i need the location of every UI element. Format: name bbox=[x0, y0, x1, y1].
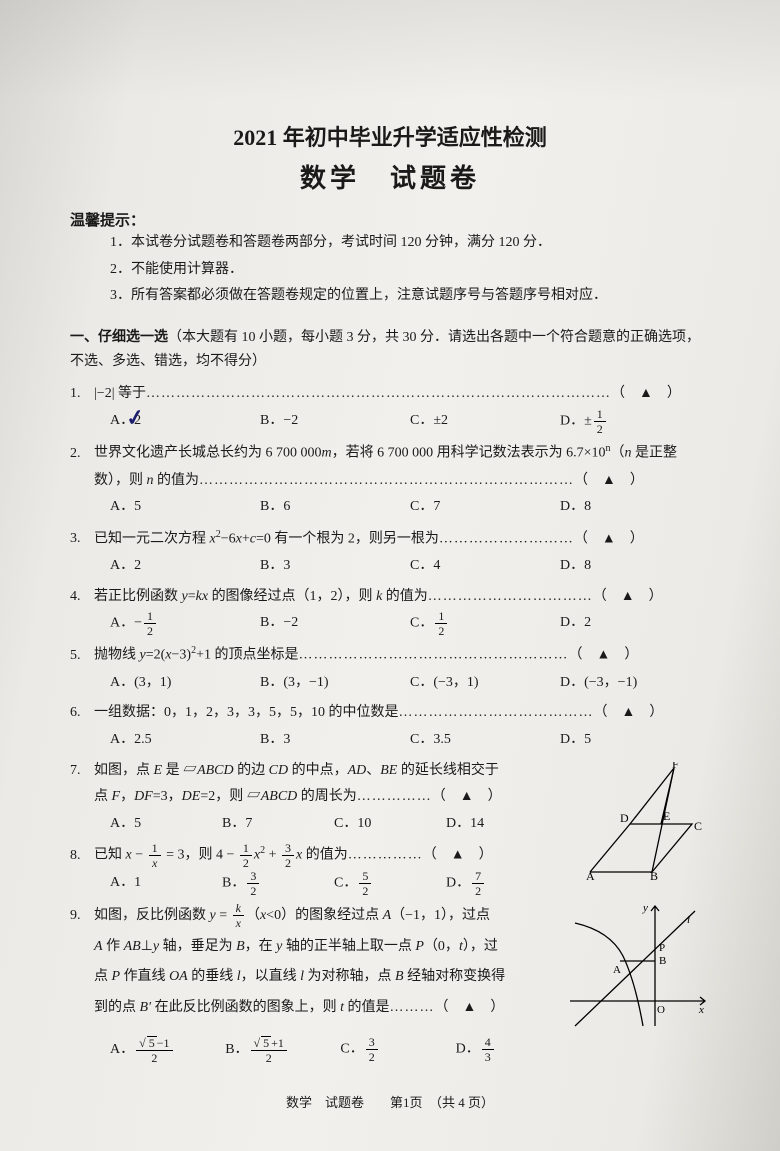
option-a: A．2 bbox=[110, 553, 260, 580]
q-number: 9. bbox=[70, 903, 94, 930]
exam-page: 2021 年初中毕业升学适应性检测 数学 试题卷 温馨提示： 1．本试卷分试题卷… bbox=[0, 0, 780, 1151]
option-d: D．8 bbox=[560, 553, 710, 580]
option-c: C．10 bbox=[334, 811, 446, 838]
question-9: 9. 如图，反比例函数 y = kx（x<0）的图象经过点 A（−1，1），过点… bbox=[70, 901, 710, 1064]
q-stem: 如图，点 E 是 ▱ABCD 的边 CD 的中点，AD、BE 的延长线相交于点 … bbox=[94, 758, 570, 811]
hint-item: 2．不能使用计算器． bbox=[110, 257, 710, 284]
option-d: D．14 bbox=[446, 811, 558, 838]
option-a: A．−12 bbox=[110, 610, 260, 637]
option-b: B．3 bbox=[260, 553, 410, 580]
option-b: B．−2 bbox=[260, 610, 410, 637]
question-8: 8. 已知 x − 1x = 3，则 4 − 12x2 + 32x 的值为………… bbox=[70, 841, 710, 897]
q-number: 3. bbox=[70, 526, 94, 553]
option-c: C．±2 bbox=[410, 408, 560, 435]
options-row: A．(3，1) B．(3，−1) C．(−3，1) D．(−3，−1) bbox=[70, 670, 710, 697]
answer-blank: （ ▲ ） bbox=[423, 848, 493, 863]
q-stem: 一组数据：0，1，2，3，3，5，5，10 的中位数是…………………………………… bbox=[94, 700, 710, 727]
option-b: B．3 bbox=[260, 727, 410, 754]
section-1-title: 一、仔细选一选（本大题有 10 小题，每小题 3 分，共 30 分．请选出各题中… bbox=[70, 326, 710, 374]
footer-page: 第1页 bbox=[390, 1095, 423, 1110]
option-d: D．43 bbox=[456, 1036, 571, 1064]
option-c: C．7 bbox=[410, 494, 560, 521]
q-stem: 已知一元二次方程 x2−6x+c=0 有一个根为 2，则另一根为……………………… bbox=[94, 525, 710, 553]
answer-blank: （ ▲ ） bbox=[432, 789, 502, 804]
q-number: 1. bbox=[70, 381, 94, 408]
option-b: B．√5+12 bbox=[225, 1036, 340, 1064]
q-stem: |−2| 等于…………………………………………………………………………………（ … bbox=[94, 381, 710, 408]
q-number: 4. bbox=[70, 584, 94, 611]
question-1: 1. |−2| 等于………………………………………………………………………………… bbox=[70, 381, 710, 435]
answer-blank: （ ▲ ） bbox=[435, 1000, 505, 1015]
option-b: B．7 bbox=[222, 811, 334, 838]
question-5: 5. 抛物线 y=2(x−3)2+1 的顶点坐标是………………………………………… bbox=[70, 641, 710, 696]
q-stem: 如图，反比例函数 y = kx（x<0）的图象经过点 A（−1，1），过点A 作… bbox=[94, 901, 555, 1024]
q-number: 6. bbox=[70, 700, 94, 727]
footer-subject: 数学 试题卷 bbox=[286, 1095, 364, 1110]
option-b: B．6 bbox=[260, 494, 410, 521]
question-2: 2. 世界文化遗产长城总长约为 6 700 000m，若将 6 700 000 … bbox=[70, 439, 710, 520]
q-stem: 世界文化遗产长城总长约为 6 700 000m，若将 6 700 000 用科学… bbox=[94, 439, 710, 494]
option-c: C．12 bbox=[410, 610, 560, 637]
answer-blank: （ ▲ ） bbox=[611, 386, 681, 401]
question-4: 4. 若正比例函数 y=kx 的图像经过点（1，2），则 k 的值为………………… bbox=[70, 584, 710, 638]
option-d: D．72 bbox=[446, 870, 558, 897]
option-c: C．(−3，1) bbox=[410, 670, 560, 697]
option-c: C．4 bbox=[410, 553, 560, 580]
question-7: 7. 如图，点 E 是 ▱ABCD 的边 CD 的中点，AD、BE 的延长线相交… bbox=[70, 758, 710, 838]
footer-total: （共 4 页） bbox=[436, 1095, 495, 1110]
option-d: D．±12 bbox=[560, 408, 710, 435]
exam-title-line1: 2021 年初中毕业升学适应性检测 bbox=[70, 120, 710, 152]
option-b: B．−2 bbox=[260, 408, 410, 435]
page-footer: 数学 试题卷 第1页 （共 4 页） bbox=[70, 1092, 710, 1111]
option-d: D．2 bbox=[560, 610, 710, 637]
answer-blank: （ ▲ ） bbox=[574, 473, 644, 488]
q-number: 5. bbox=[70, 643, 94, 670]
option-a: A．√5−12 bbox=[110, 1036, 225, 1064]
options-row: A．2.5 B．3 C．3.5 D．5 bbox=[70, 727, 710, 754]
hints-block: 1．本试卷分试题卷和答题卷两部分，考试时间 120 分钟，满分 120 分． 2… bbox=[70, 230, 710, 310]
option-c: C．3.5 bbox=[410, 727, 560, 754]
option-a: A．5 bbox=[110, 811, 222, 838]
answer-blank: （ ▲ ） bbox=[594, 705, 664, 720]
options-row: A．2 B．−2 C．±2 D．±12 bbox=[70, 408, 710, 435]
option-a: A．(3，1) bbox=[110, 670, 260, 697]
answer-blank: （ ▲ ） bbox=[568, 648, 638, 663]
options-row: A．2 B．3 C．4 D．8 bbox=[70, 553, 710, 580]
hint-label: 温馨提示： bbox=[70, 209, 710, 230]
hint-item: 1．本试卷分试题卷和答题卷两部分，考试时间 120 分钟，满分 120 分． bbox=[110, 230, 710, 257]
q-number: 8. bbox=[70, 843, 94, 870]
options-row: A．5 B．6 C．7 D．8 bbox=[70, 494, 710, 521]
q-stem: 若正比例函数 y=kx 的图像经过点（1，2），则 k 的值为………………………… bbox=[94, 584, 710, 611]
option-a: A．5 bbox=[110, 494, 260, 521]
question-3: 3. 已知一元二次方程 x2−6x+c=0 有一个根为 2，则另一根为……………… bbox=[70, 525, 710, 580]
q-number: 7. bbox=[70, 758, 94, 785]
options-row: A．1 B．32 C．52 D．72 bbox=[70, 870, 558, 897]
option-c: C．52 bbox=[334, 870, 446, 897]
q-stem: 抛物线 y=2(x−3)2+1 的顶点坐标是………………………………………………… bbox=[94, 641, 710, 669]
option-d: D．8 bbox=[560, 494, 710, 521]
question-6: 6. 一组数据：0，1，2，3，3，5，5，10 的中位数是…………………………… bbox=[70, 700, 710, 753]
option-c: C．32 bbox=[340, 1036, 455, 1064]
options-row: A．√5−12 B．√5+12 C．32 D．43 bbox=[70, 1036, 571, 1064]
option-d: D．5 bbox=[560, 727, 710, 754]
answer-blank: （ ▲ ） bbox=[574, 531, 644, 546]
hint-item: 3．所有答案都必须做在答题卷规定的位置上，注意试题序号与答题序号相对应． bbox=[110, 283, 710, 310]
exam-title-line2: 数学 试题卷 bbox=[70, 158, 710, 195]
option-a: A．2.5 bbox=[110, 727, 260, 754]
answer-blank: （ ▲ ） bbox=[593, 589, 663, 604]
section-1-label: 一、仔细选一选 bbox=[70, 330, 168, 345]
options-row: A．5 B．7 C．10 D．14 bbox=[70, 811, 558, 838]
options-row: A．−12 B．−2 C．12 D．2 bbox=[70, 610, 710, 637]
q-number: 2. bbox=[70, 441, 94, 468]
q-stem: 已知 x − 1x = 3，则 4 − 12x2 + 32x 的值为……………（… bbox=[94, 841, 570, 869]
option-a: A．1 bbox=[110, 870, 222, 897]
option-b: B．32 bbox=[222, 870, 334, 897]
option-d: D．(−3，−1) bbox=[560, 670, 710, 697]
option-b: B．(3，−1) bbox=[260, 670, 410, 697]
